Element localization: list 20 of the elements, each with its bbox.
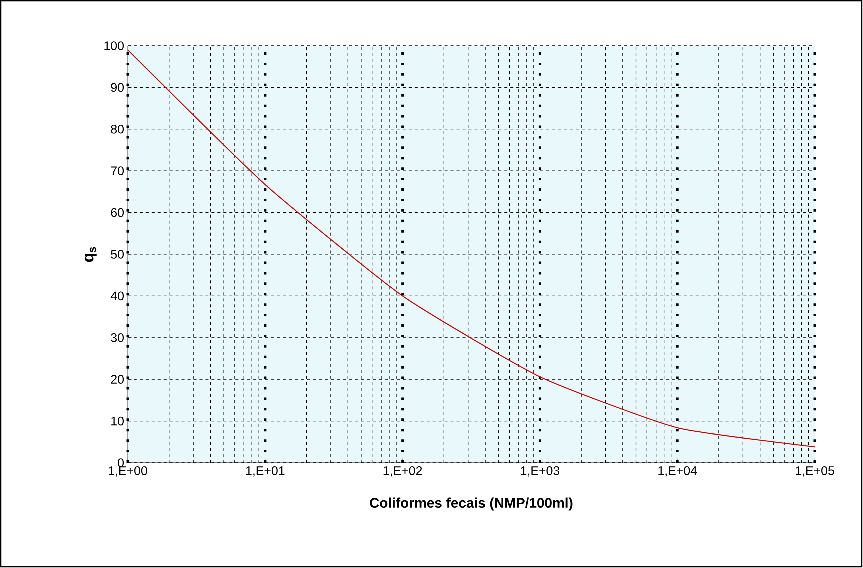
x-tick-label: 1,E+04 <box>658 466 698 477</box>
x-tick-label: 1,E+03 <box>521 466 560 477</box>
x-tick-label: 1,E+00 <box>109 466 148 477</box>
y-axis-title: q$_{s}$ <box>84 247 97 262</box>
y-tick-label: 20 <box>111 375 124 384</box>
y-tick-label: 40 <box>110 292 124 301</box>
y-tick-label: 30 <box>111 333 124 342</box>
y-tick-label: 50 <box>111 250 124 259</box>
y-tick-label: 70 <box>111 166 124 176</box>
x-axis-title: Coliformes fecais (NMP/100ml) <box>370 498 573 511</box>
y-tick-label: 10 <box>112 416 124 426</box>
x-tick-label: 1,E+01 <box>246 466 285 477</box>
line-series <box>128 50 816 448</box>
y-tick-label: 60 <box>111 208 124 218</box>
y-tick-label: 90 <box>111 83 124 92</box>
y-tick-label: 0 <box>118 458 124 468</box>
y-tick-label: 100 <box>104 42 124 50</box>
x-tick-label: 1,E+05 <box>796 466 834 477</box>
y-tick-label: 80 <box>111 124 124 134</box>
x-tick-label: 1,E+02 <box>384 466 422 477</box>
